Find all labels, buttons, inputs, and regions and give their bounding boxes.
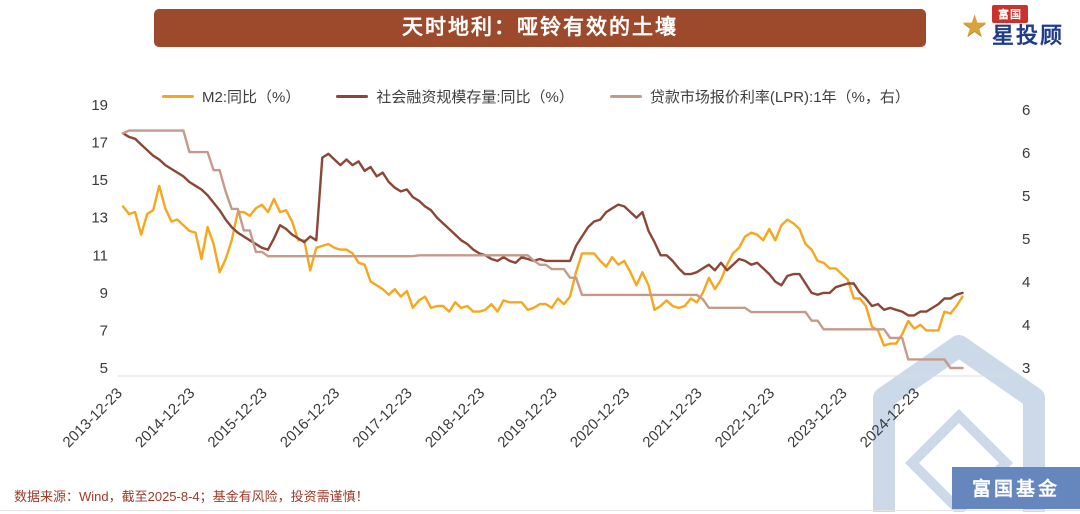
fuguo-fund-watermark-icon: 富国基金 xyxy=(873,335,1080,512)
watermark-arch xyxy=(873,335,1045,512)
right-axis-tick-label: 6 xyxy=(1022,145,1030,162)
x-axis-tick-label: 2019-12-23 xyxy=(494,385,560,451)
x-axis-tick-label: 2020-12-23 xyxy=(567,385,633,451)
x-axis-tick-label: 2022-12-23 xyxy=(712,385,778,451)
left-axis-tick-label: 15 xyxy=(91,172,108,189)
right-axis-tick-label: 5 xyxy=(1022,231,1030,248)
right-axis-tick-label: 4 xyxy=(1022,274,1030,291)
x-axis-tick-label: 2021-12-23 xyxy=(639,385,705,451)
left-axis-tick-label: 7 xyxy=(100,322,108,339)
footer-note: 数据来源：Wind，截至2025-8-4；基金有风险，投资需谨慎！ xyxy=(14,489,369,504)
legend-label-tsf: 社会融资规模存量:同比（%） xyxy=(376,89,574,106)
left-axis-tick-label: 13 xyxy=(91,210,108,227)
left-axis-tick-label: 11 xyxy=(92,247,108,264)
x-axis-tick-label: 2017-12-23 xyxy=(349,385,415,451)
legend-item-tsf: 社会融资规模存量:同比（%） xyxy=(336,86,574,107)
star-icon: ★ xyxy=(961,9,988,43)
x-axis-tick-label: 2024-12-23 xyxy=(857,385,923,451)
watermark-label: 富国基金 xyxy=(972,477,1060,500)
x-axis-tick-label: 2023-12-23 xyxy=(784,385,850,451)
x-axis-tick-label: 2015-12-23 xyxy=(205,385,271,451)
brand-logo-text: 富国 星投顾 xyxy=(991,5,1064,48)
legend-item-m2: M2:同比（%） xyxy=(162,86,300,107)
left-axis-tick-label: 19 xyxy=(91,97,108,114)
legend-marker-tsf xyxy=(336,95,369,98)
legend-item-lpr: 贷款市场报价利率(LPR):1年（%，右） xyxy=(609,86,910,107)
bottom-divider xyxy=(0,510,1080,511)
x-axis-tick-label: 2016-12-23 xyxy=(277,385,343,451)
brand-badge: 富国 xyxy=(991,5,1028,23)
legend-label-lpr: 贷款市场报价利率(LPR):1年（%，右） xyxy=(649,89,910,106)
right-axis-tick-label: 6 xyxy=(1022,102,1030,119)
left-axis-tick-label: 9 xyxy=(100,285,108,302)
legend-marker-lpr xyxy=(609,95,642,98)
series-line-1 xyxy=(121,131,964,317)
x-axis-tick-label: 2014-12-23 xyxy=(132,385,198,451)
chart-title-banner: 天时地利：哑铃有效的土壤 xyxy=(154,9,926,47)
brand-name: 星投顾 xyxy=(991,23,1064,48)
left-axis-tick-label: 5 xyxy=(100,360,108,377)
chart-legend: M2:同比（%） 社会融资规模存量:同比（%） 贷款市场报价利率(LPR):1年… xyxy=(162,86,910,107)
brand-logo: ★ 富国 星投顾 xyxy=(961,5,1064,48)
right-axis-tick-label: 4 xyxy=(1022,317,1030,334)
left-axis-tick-label: 17 xyxy=(91,135,108,152)
legend-marker-m2 xyxy=(162,95,194,98)
x-axis-tick-label: 2018-12-23 xyxy=(422,385,488,451)
series-line-0 xyxy=(121,184,964,347)
legend-label-m2: M2:同比（%） xyxy=(202,89,301,106)
x-axis-tick-label: 2013-12-23 xyxy=(60,385,126,451)
right-axis-tick-label: 5 xyxy=(1022,188,1030,205)
series-line-2 xyxy=(121,129,964,370)
right-axis-tick-label: 3 xyxy=(1022,360,1030,377)
watermark-label-box xyxy=(952,467,1080,509)
